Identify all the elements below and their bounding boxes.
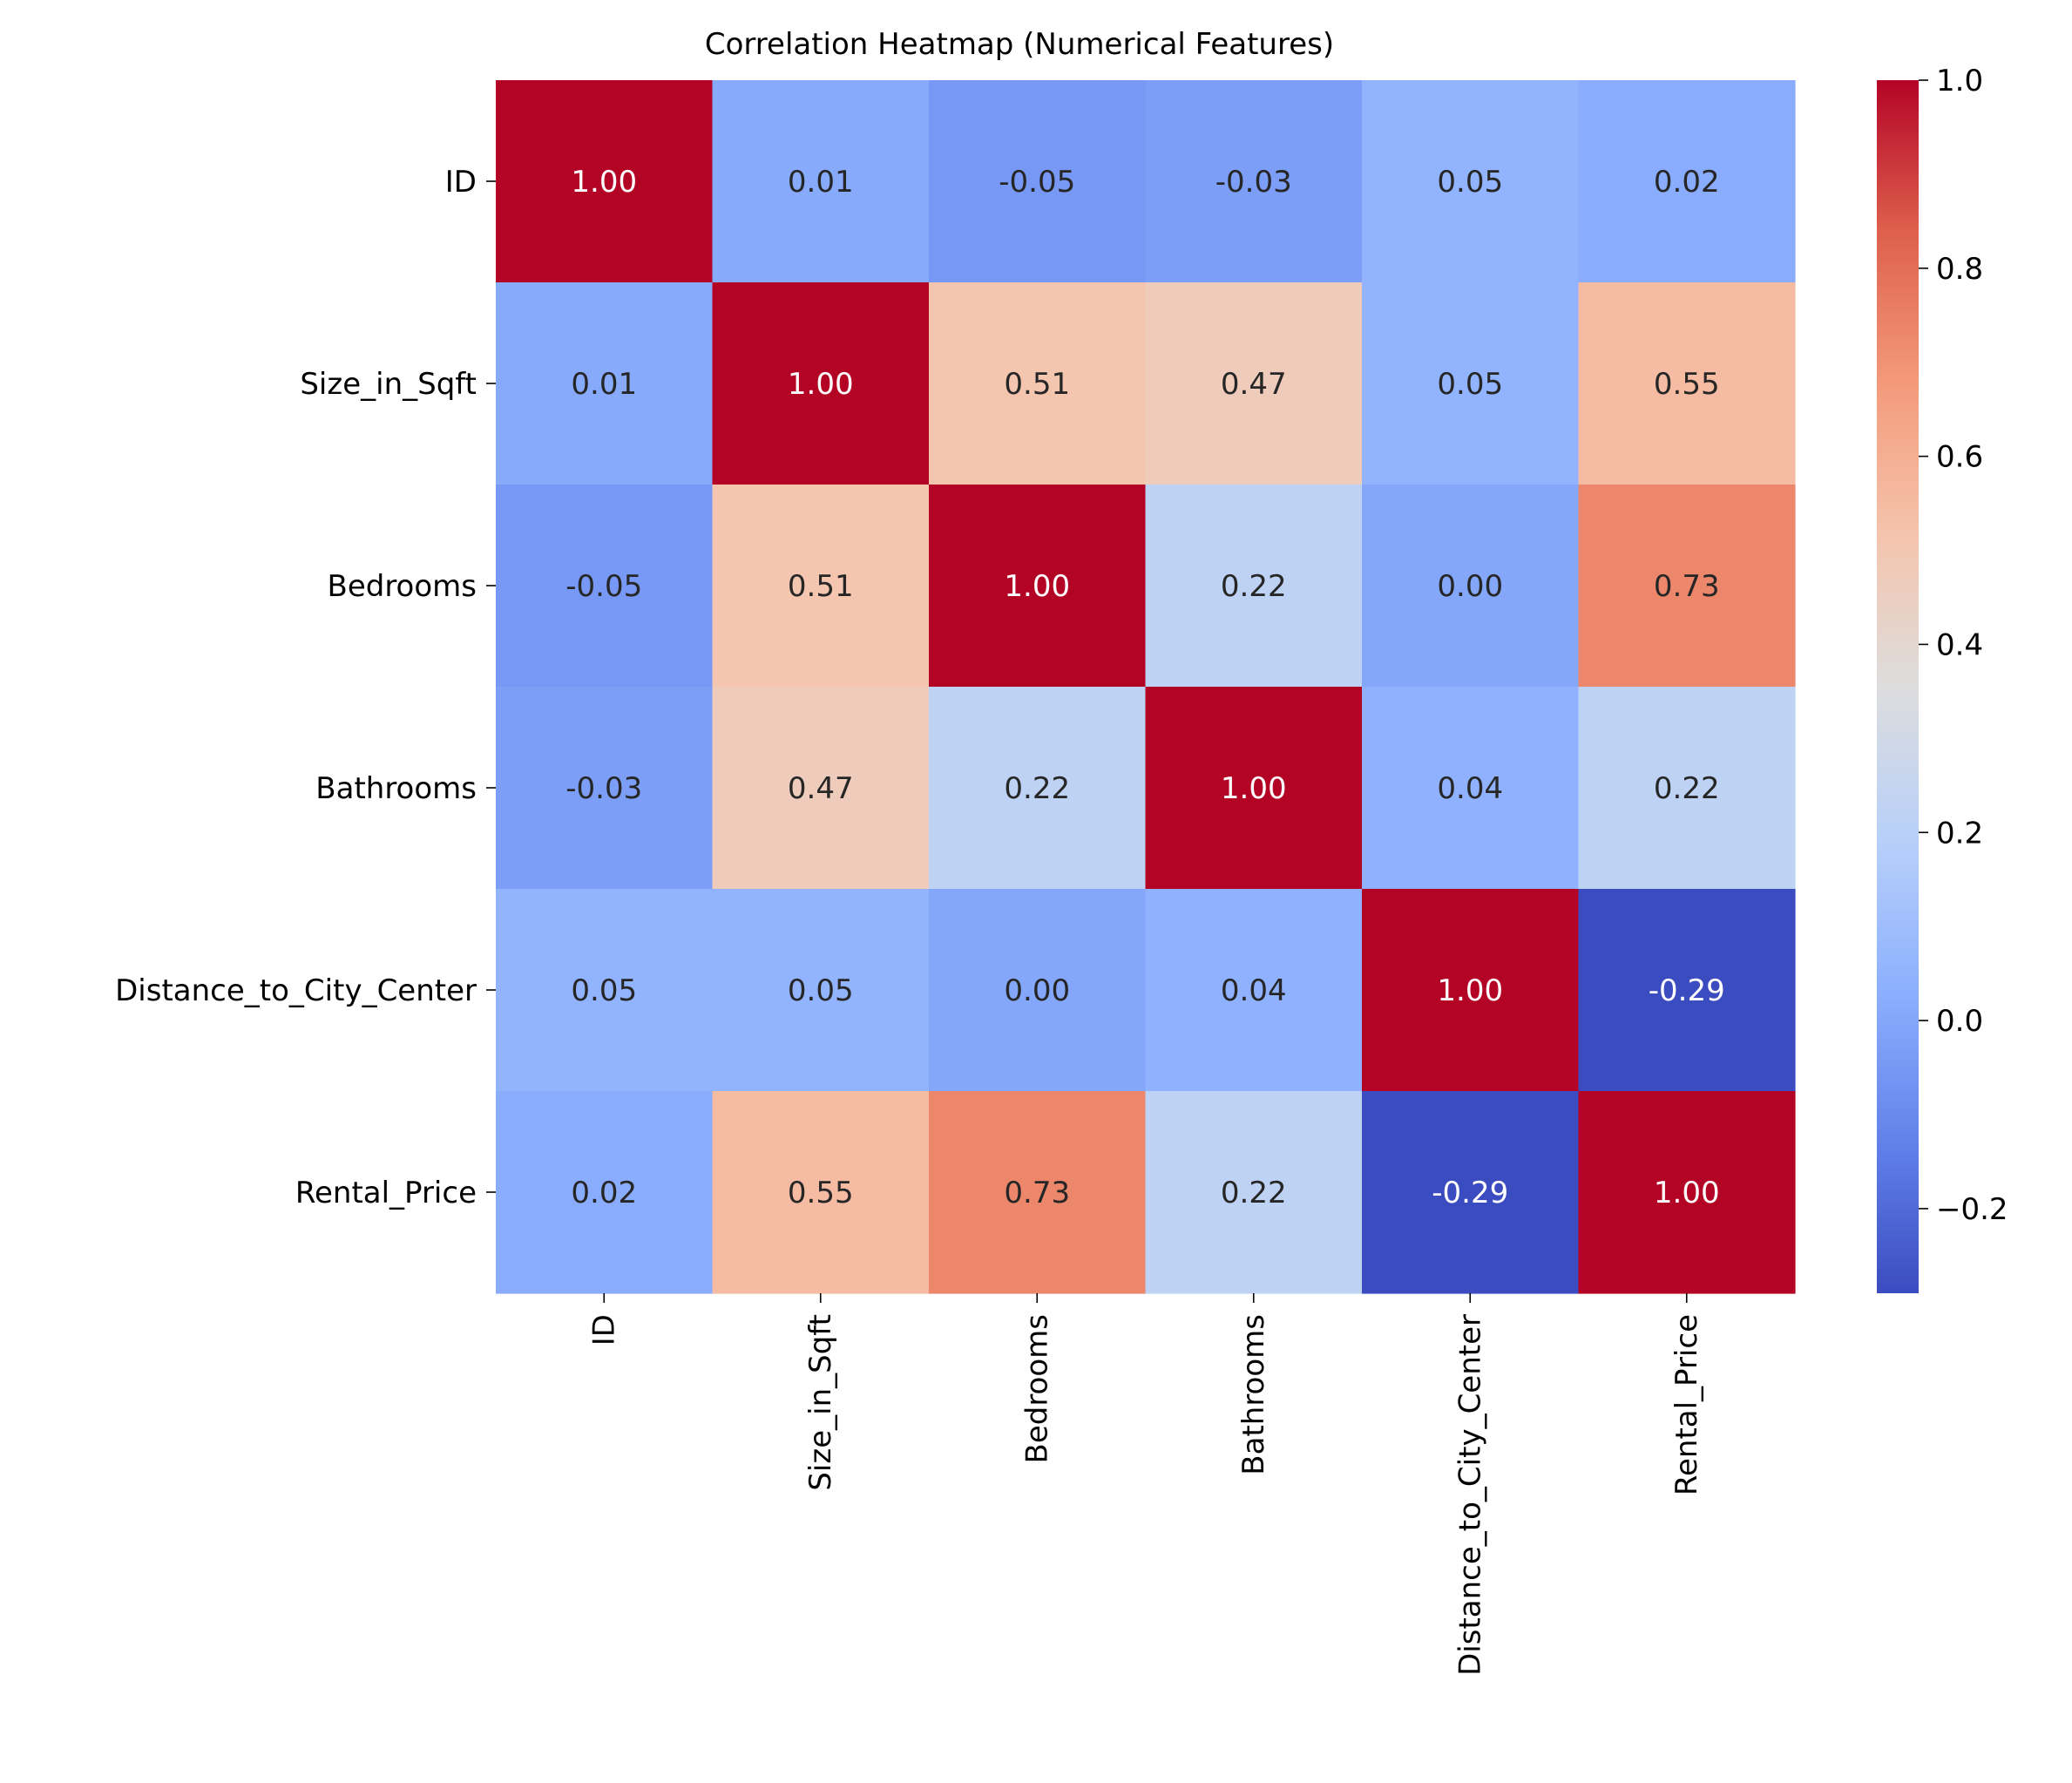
cell-value-label: 0.47 bbox=[788, 771, 854, 806]
cell-value-label: 1.00 bbox=[1004, 569, 1070, 604]
heatmap-cell bbox=[1145, 80, 1363, 283]
heatmap-cell bbox=[496, 687, 714, 890]
colorbar-gradient bbox=[1877, 80, 1919, 1293]
cell-value-label: 0.73 bbox=[1004, 1176, 1070, 1210]
cell-value-label: 0.00 bbox=[1004, 973, 1070, 1008]
heatmap-cell bbox=[1145, 282, 1363, 485]
cell-value-label: 1.00 bbox=[1437, 973, 1503, 1008]
heatmap-cell bbox=[712, 282, 930, 485]
row-tick-label: Rental_Price bbox=[295, 1176, 477, 1210]
column-tick-label: Bathrooms bbox=[1236, 1314, 1271, 1475]
colorbar-tick-label: 0.6 bbox=[1936, 440, 1983, 475]
heatmap-cell bbox=[1362, 282, 1580, 485]
cell-value-label: -0.05 bbox=[999, 165, 1075, 200]
cell-value-label: 0.01 bbox=[788, 165, 854, 200]
row-tick-label: Bathrooms bbox=[315, 771, 477, 806]
colorbar-tick-label: 0.4 bbox=[1936, 627, 1983, 662]
column-tick-label: Size_in_Sqft bbox=[803, 1314, 838, 1491]
heatmap-cell bbox=[929, 282, 1147, 485]
heatmap-cell bbox=[929, 889, 1147, 1092]
row-tick-label: ID bbox=[445, 165, 477, 200]
heatmap-cells: 1.00 0.01 -0.05 -0.03 0.05 0.02 0.01 1.00 0.51 0.… bbox=[496, 80, 1796, 1294]
heatmap-cell bbox=[1578, 282, 1796, 485]
cell-value-label: 0.51 bbox=[788, 569, 854, 604]
cell-value-label: 0.05 bbox=[571, 973, 637, 1008]
column-tick-labels: ID Size_in_Sqft Bedrooms Bathrooms Distance_… bbox=[586, 1293, 1704, 1676]
heatmap-cell bbox=[1578, 485, 1796, 688]
heatmap-cell bbox=[1362, 1091, 1580, 1294]
cell-value-label: 0.00 bbox=[1437, 569, 1503, 604]
heatmap-cell bbox=[712, 485, 930, 688]
cell-value-label: 1.00 bbox=[1221, 771, 1287, 806]
heatmap-cell bbox=[496, 1091, 714, 1294]
column-tick-label: Rental_Price bbox=[1669, 1314, 1704, 1495]
cell-value-label: 1.00 bbox=[788, 367, 854, 402]
cell-value-label: 0.73 bbox=[1654, 569, 1720, 604]
cell-value-label: 0.22 bbox=[1221, 1176, 1287, 1210]
column-tick-label: ID bbox=[586, 1314, 621, 1346]
heatmap-cell bbox=[1145, 889, 1363, 1092]
heatmap-cell bbox=[496, 485, 714, 688]
row-tick-label: Distance_to_City_Center bbox=[115, 973, 477, 1008]
heatmap-cell bbox=[712, 687, 930, 890]
heatmap-cell bbox=[1578, 687, 1796, 890]
cell-value-label: -0.05 bbox=[565, 569, 642, 604]
heatmap-cell bbox=[712, 80, 930, 283]
heatmap-cell bbox=[929, 80, 1147, 283]
heatmap-cell bbox=[1578, 1091, 1796, 1294]
chart-title: Correlation Heatmap (Numerical Features) bbox=[705, 27, 1334, 62]
cell-value-label: 1.00 bbox=[1654, 1176, 1720, 1210]
heatmap-cell bbox=[929, 687, 1147, 890]
cell-value-label: 0.05 bbox=[788, 973, 854, 1008]
cell-value-label: 0.55 bbox=[788, 1176, 854, 1210]
column-tick-label: Distance_to_City_Center bbox=[1452, 1314, 1487, 1676]
heatmap-cell bbox=[929, 1091, 1147, 1294]
cell-value-label: 0.02 bbox=[571, 1176, 637, 1210]
colorbar: −0.2 0.0 0.2 0.4 0.6 0.8 1.0 bbox=[1877, 64, 2008, 1293]
cell-value-label: 0.05 bbox=[1437, 367, 1503, 402]
heatmap-cell bbox=[496, 80, 714, 283]
cell-value-label: 0.22 bbox=[1004, 771, 1070, 806]
heatmap-cell bbox=[1362, 687, 1580, 890]
heatmap-cell bbox=[1578, 80, 1796, 283]
row-tick-label: Size_in_Sqft bbox=[300, 367, 477, 402]
cell-value-label: -0.03 bbox=[565, 771, 642, 806]
cell-value-label: 0.55 bbox=[1654, 367, 1720, 402]
row-tick-labels: ID Size_in_Sqft Bedrooms Bathrooms Distance_… bbox=[115, 165, 496, 1210]
cell-value-label: 1.00 bbox=[571, 165, 637, 200]
cell-value-label: 0.22 bbox=[1221, 569, 1287, 604]
cell-value-label: 0.02 bbox=[1654, 165, 1720, 200]
heatmap-cell bbox=[712, 889, 930, 1092]
heatmap-cell bbox=[1145, 1091, 1363, 1294]
cell-value-label: 0.47 bbox=[1221, 367, 1287, 402]
heatmap-cell bbox=[929, 485, 1147, 688]
cell-value-label: 0.04 bbox=[1221, 973, 1287, 1008]
cell-value-label: -0.29 bbox=[1432, 1176, 1508, 1210]
colorbar-tick-label: 0.0 bbox=[1936, 1004, 1983, 1039]
colorbar-tick-label: 1.0 bbox=[1936, 64, 1983, 98]
column-tick-label: Bedrooms bbox=[1019, 1314, 1054, 1464]
heatmap-cell bbox=[1145, 687, 1363, 890]
colorbar-tick-label: −0.2 bbox=[1936, 1192, 2008, 1227]
row-tick-label: Bedrooms bbox=[328, 569, 477, 604]
cell-value-label: -0.03 bbox=[1215, 165, 1292, 200]
heatmap-cell bbox=[1362, 889, 1580, 1092]
heatmap-cell bbox=[1578, 889, 1796, 1092]
cell-value-label: 0.04 bbox=[1437, 771, 1503, 806]
cell-value-label: 0.51 bbox=[1004, 367, 1070, 402]
heatmap-cell bbox=[496, 889, 714, 1092]
heatmap-cell bbox=[1362, 485, 1580, 688]
heatmap-cell bbox=[712, 1091, 930, 1294]
heatmap-cell bbox=[496, 282, 714, 485]
cell-value-label: -0.29 bbox=[1649, 973, 1725, 1008]
colorbar-tick-label: 0.8 bbox=[1936, 252, 1983, 287]
cell-value-label: 0.22 bbox=[1654, 771, 1720, 806]
heatmap-cell bbox=[1145, 485, 1363, 688]
cell-value-label: 0.05 bbox=[1437, 165, 1503, 200]
colorbar-tick-label: 0.2 bbox=[1936, 816, 1983, 851]
heatmap-cell bbox=[1362, 80, 1580, 283]
cell-value-label: 0.01 bbox=[571, 367, 637, 402]
